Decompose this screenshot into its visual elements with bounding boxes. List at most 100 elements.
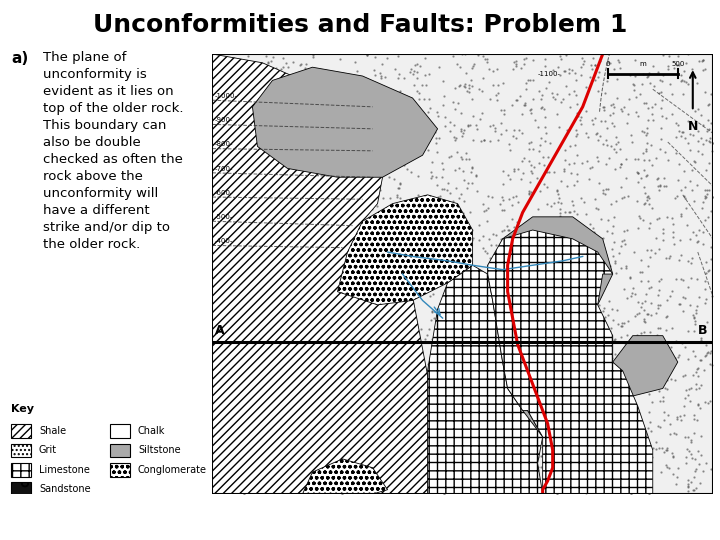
Point: [438, 241, 450, 250]
Point: [412, 171, 423, 180]
Point: [501, 285, 513, 294]
Point: [313, 334, 325, 343]
Point: [286, 238, 297, 246]
Point: [508, 294, 520, 302]
Point: [467, 235, 478, 244]
Point: [243, 389, 255, 397]
Point: [507, 390, 518, 399]
Point: [643, 424, 654, 433]
Point: [310, 332, 322, 341]
Point: [487, 446, 498, 455]
Point: [256, 96, 267, 104]
Point: [496, 206, 508, 214]
Point: [305, 314, 316, 322]
Point: [592, 205, 603, 213]
Point: [460, 343, 472, 352]
Point: [289, 426, 301, 434]
Text: -700-: -700-: [215, 166, 233, 172]
Point: [265, 194, 276, 203]
Point: [430, 133, 441, 142]
Point: [568, 225, 580, 233]
Point: [395, 235, 407, 244]
Point: [384, 193, 395, 202]
Point: [283, 306, 294, 314]
Point: [250, 191, 261, 199]
Point: [560, 434, 572, 443]
Point: [658, 174, 670, 183]
Point: [552, 63, 564, 72]
Point: [444, 227, 456, 235]
Point: [675, 70, 687, 79]
Point: [466, 64, 477, 72]
Point: [603, 351, 615, 360]
Point: [427, 215, 438, 224]
Point: [526, 348, 537, 357]
Point: [227, 153, 238, 162]
Point: [361, 51, 373, 59]
Point: [674, 236, 685, 245]
Point: [683, 139, 694, 148]
Point: [221, 275, 233, 284]
Point: [262, 249, 274, 258]
Point: [551, 448, 562, 456]
Point: [523, 392, 534, 401]
Point: [220, 184, 231, 192]
Text: The plane of
unconformity is
evident as it lies on
top of the older rock.
This b: The plane of unconformity is evident as …: [43, 51, 184, 251]
Point: [653, 443, 665, 452]
Point: [604, 261, 616, 270]
Point: [245, 369, 256, 377]
Point: [647, 110, 658, 119]
Point: [618, 388, 630, 397]
Point: [343, 156, 355, 164]
Point: [675, 250, 687, 259]
Point: [518, 168, 529, 177]
Point: [390, 343, 402, 352]
Point: [262, 57, 274, 66]
Text: Chalk: Chalk: [138, 426, 166, 436]
Point: [437, 77, 449, 85]
Point: [248, 156, 260, 165]
Point: [459, 82, 470, 90]
Point: [662, 64, 673, 73]
Point: [331, 340, 343, 349]
Point: [434, 192, 446, 200]
Point: [464, 352, 475, 360]
Point: [264, 64, 276, 73]
Point: [305, 247, 316, 256]
Point: [276, 394, 288, 403]
Point: [324, 71, 336, 79]
Point: [583, 483, 595, 492]
Point: [662, 312, 673, 321]
Point: [557, 95, 569, 104]
Point: [562, 414, 573, 423]
Point: [510, 402, 522, 411]
Point: [421, 118, 433, 126]
Point: [404, 68, 415, 77]
Point: [652, 422, 664, 430]
Point: [210, 71, 222, 80]
Point: [490, 231, 502, 239]
Point: [242, 339, 253, 347]
Point: [699, 285, 711, 293]
Point: [311, 393, 323, 401]
Point: [299, 374, 310, 382]
Point: [565, 381, 577, 390]
Point: [477, 87, 488, 96]
Point: [258, 247, 269, 256]
Point: [343, 449, 354, 458]
Point: [348, 383, 359, 391]
Point: [592, 474, 603, 483]
Point: [390, 98, 401, 106]
Point: [290, 239, 302, 248]
Point: [604, 406, 616, 415]
Point: [642, 310, 654, 319]
Point: [685, 259, 696, 267]
Point: [449, 166, 461, 174]
Point: [336, 238, 348, 246]
Point: [582, 438, 593, 447]
Point: [474, 479, 485, 488]
Point: [674, 300, 685, 309]
Point: [570, 478, 582, 487]
Point: [415, 325, 427, 333]
Point: [212, 481, 224, 490]
